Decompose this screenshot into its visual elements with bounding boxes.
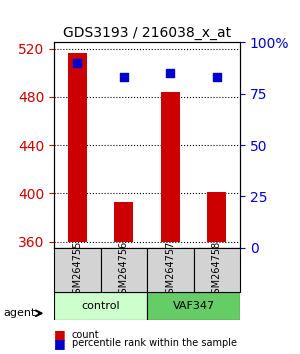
FancyBboxPatch shape [147, 248, 194, 292]
Text: count: count [72, 330, 100, 339]
Bar [115, 202, 133, 242]
Text: control: control [81, 301, 120, 311]
Bar [68, 53, 87, 242]
Text: GSM264758: GSM264758 [212, 240, 222, 299]
Point [168, 70, 173, 76]
Text: ■: ■ [54, 337, 66, 350]
Text: GSM264755: GSM264755 [72, 240, 82, 299]
Bar [54, 292, 147, 320]
Text: VAF347: VAF347 [172, 301, 214, 311]
Bar [147, 292, 240, 320]
FancyBboxPatch shape [194, 248, 240, 292]
Text: percentile rank within the sample: percentile rank within the sample [72, 338, 237, 348]
Text: ■: ■ [54, 328, 66, 341]
Point [75, 60, 80, 66]
Text: GSM264757: GSM264757 [165, 240, 175, 299]
Bar [208, 192, 226, 242]
Bar [161, 92, 179, 242]
FancyBboxPatch shape [100, 248, 147, 292]
Point [121, 75, 126, 80]
Text: GSM264756: GSM264756 [119, 240, 129, 299]
FancyBboxPatch shape [54, 248, 100, 292]
Point [214, 75, 219, 80]
Title: GDS3193 / 216038_x_at: GDS3193 / 216038_x_at [63, 26, 231, 40]
Text: agent: agent [3, 308, 35, 318]
